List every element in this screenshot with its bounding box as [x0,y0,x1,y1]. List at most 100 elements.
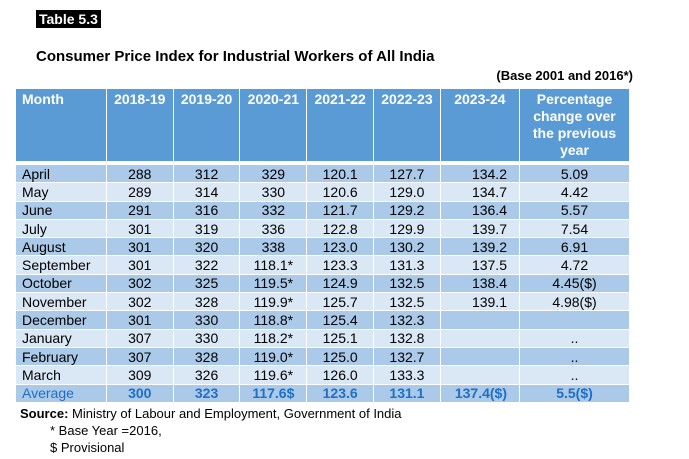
table-cell: May [16,182,107,202]
table-cell: 325 [173,274,241,294]
table-row: August 301 320 338 123.0 130.2 139.2 6.91 [16,237,630,257]
table-cell: 312 [173,163,241,184]
table-cell: April [16,163,107,184]
table-cell: 133.3 [373,365,441,385]
table-cell [519,310,630,330]
table-cell: 123.3 [306,255,375,275]
table-cell: 118.2* [239,329,308,348]
table-row: September 301 322 118.1* 123.3 131.3 137.5 4.72 [16,255,630,275]
table-cell: 132.3 [373,310,441,330]
table-cell: 288 [106,163,174,184]
table-row: December 301 330 118.8* 125.4 132.3 [16,310,630,330]
table-cell: 4.45($) [519,274,630,294]
table-cell: 134.7 [440,182,521,202]
table-cell: 122.8 [306,219,375,239]
table-cell: 329 [239,163,308,184]
table-cell: 137.4($) [440,384,521,403]
table-cell: 302 [106,292,174,312]
column-header: 2021-22 [306,89,375,165]
table-row: July 301 319 336 122.8 129.9 139.7 7.54 [16,219,630,239]
table-cell: 123.0 [306,237,375,257]
table-cell: 301 [106,255,174,275]
table-cell: 332 [239,201,308,220]
table-cell: 5.5($) [519,384,630,403]
table-cell: 131.3 [373,255,441,275]
table-cell: 126.0 [306,365,375,385]
table-row: June 291 316 332 121.7 129.2 136.4 5.57 [16,201,630,220]
table-cell: 138.4 [440,274,521,294]
table-cell: 119.9* [239,292,308,312]
table-cell: 139.1 [440,292,521,312]
table-cell: 301 [106,219,174,239]
column-header: 2023-24 [440,89,521,165]
note-base-year: * Base Year =2016, [50,423,162,438]
table-cell: 5.09 [519,163,630,184]
table-cell: 117.6$ [239,384,308,403]
table-cell: 319 [173,219,241,239]
table-row: November 302 328 119.9* 125.7 132.5 139.1 4.98(… [16,292,630,312]
table-row: February 307 328 119.0* 125.0 132.7.. [16,347,630,367]
table-row: January 307 330 118.2* 125.1 132.8.. [16,329,630,348]
table-cell: 322 [173,255,241,275]
note-provisional: $ Provisional [50,440,125,455]
table-cell: 4.98($) [519,292,630,312]
table-row: April 288 312 329 120.1 127.7 134.2 5.09 [16,163,630,184]
table-cell: 127.7 [373,163,441,184]
source-label: Source: [20,406,69,421]
table-cell: 137.5 [440,255,521,275]
table-cell: 129.0 [373,182,441,202]
table-cell: 330 [173,310,241,330]
table-cell: 289 [106,182,174,202]
table-cell: 314 [173,182,241,202]
table-cell: August [16,237,107,257]
table-cell: 121.7 [306,201,375,220]
table-cell: 118.1* [239,255,308,275]
table-cell: 328 [173,292,241,312]
table-row: May 289 314 330 120.6 129.0 134.7 4.42 [16,182,630,202]
table-cell: 139.7 [440,219,521,239]
table-cell: 136.4 [440,201,521,220]
table-cell: 132.5 [373,292,441,312]
header-row: Month 2018-19 2019-20 2020-21 2021-22 2022-23… [16,89,630,165]
table-title: Consumer Price Index for Industrial Work… [36,48,435,65]
table-cell: 139.2 [440,237,521,257]
table-cell: December [16,310,107,330]
table-cell: 328 [173,347,241,367]
table-cell: 125.1 [306,329,375,348]
table-cell: 309 [106,365,174,385]
table-cell: 125.7 [306,292,375,312]
table-cell [440,347,521,367]
table-cell: 125.4 [306,310,375,330]
table-cell: 119.6* [239,365,308,385]
table-cell [440,365,521,385]
table-cell: 6.91 [519,237,630,257]
table-cell: 118.8* [239,310,308,330]
table-row: Average 300 323 117.6$ 123.6 131.1 137.4($) 5.5… [16,384,630,403]
table-cell: 307 [106,347,174,367]
table-cell: 132.7 [373,347,441,367]
column-header: Percentage change over the previous year [519,89,630,165]
table-cell: 4.42 [519,182,630,202]
table-cell: 326 [173,365,241,385]
table-cell: 7.54 [519,219,630,239]
table-cell: January [16,329,107,348]
table-cell: 120.6 [306,182,375,202]
table-cell: .. [519,329,630,348]
table-cell: .. [519,365,630,385]
table-cell: 5.57 [519,201,630,220]
table-cell: 302 [106,274,174,294]
table-cell: 323 [173,384,241,403]
table-cell: 134.2 [440,163,521,184]
table-cell: 307 [106,329,174,348]
table-cell: 119.5* [239,274,308,294]
table-cell: Average [16,384,107,403]
column-header: 2019-20 [173,89,241,165]
table-row: October 302 325 119.5* 124.9 132.5 138.4 4.45($… [16,274,630,294]
table-cell: 129.9 [373,219,441,239]
table-cell: June [16,201,107,220]
table-cell: 336 [239,219,308,239]
table-cell: November [16,292,107,312]
column-header: 2022-23 [373,89,441,165]
table-cell: 330 [173,329,241,348]
table-cell [440,329,521,348]
